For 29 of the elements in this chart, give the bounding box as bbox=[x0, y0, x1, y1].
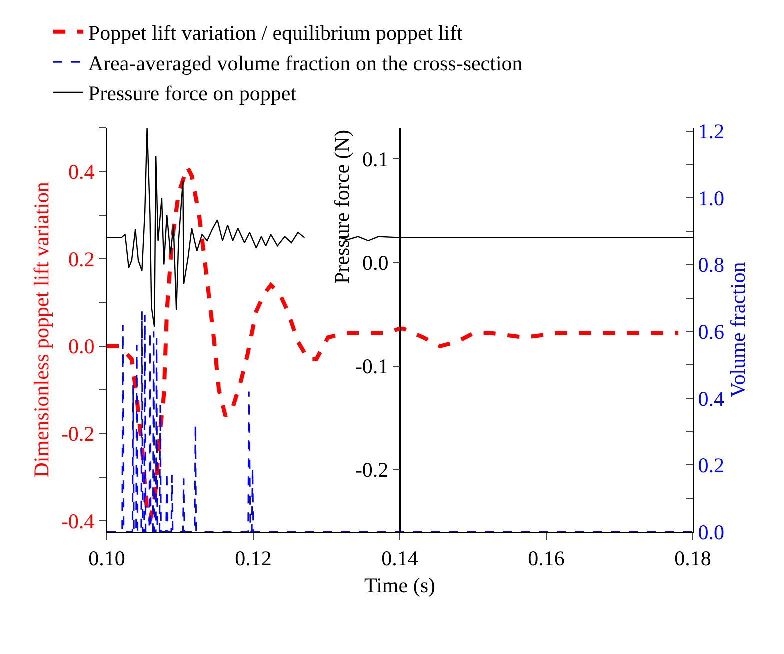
y2-tick-label: 0.6 bbox=[698, 320, 725, 344]
x-axis-title: Time (s) bbox=[364, 574, 436, 598]
y3-tick-label: -0.2 bbox=[355, 458, 389, 482]
y3-tick-label: 0.1 bbox=[362, 147, 389, 172]
line-series bbox=[107, 165, 680, 524]
y2-tick-label: 1.2 bbox=[698, 120, 725, 144]
y2-axis-title: Volume fraction bbox=[726, 262, 750, 398]
y-tick-label: -0.2 bbox=[61, 422, 95, 446]
y2-tick-label: 0.4 bbox=[698, 386, 726, 411]
y-tick-label: 0.0 bbox=[68, 334, 95, 359]
y2-tick-label: 1.0 bbox=[698, 186, 725, 210]
y3-axis-title: Pressure force (N) bbox=[330, 130, 354, 284]
y2-tick-label: 0.2 bbox=[698, 454, 725, 478]
x-tick-label: 0.18 bbox=[674, 546, 712, 570]
y2-tick-label: 0.0 bbox=[698, 520, 725, 544]
y-tick-label: 0.2 bbox=[68, 247, 95, 272]
x-tick-label: 0.12 bbox=[235, 546, 272, 570]
legend-label: Area-averaged volume fraction on the cross-section bbox=[88, 51, 524, 76]
x-tick-label: 0.14 bbox=[382, 546, 419, 570]
y3-tick-label: -0.1 bbox=[355, 354, 389, 379]
y-tick-label: -0.4 bbox=[61, 509, 96, 534]
x-tick-label: 0.10 bbox=[88, 546, 126, 570]
legend-label: Pressure force on poppet bbox=[88, 82, 297, 106]
x-tick-label: 0.16 bbox=[528, 546, 565, 570]
y3-tick-label: 0.0 bbox=[362, 251, 389, 276]
y2-tick-label: 0.8 bbox=[698, 253, 725, 278]
legend-label: Poppet lift variation / equilibrium poppet lift bbox=[88, 21, 464, 46]
y-axis-title: Dimensionless poppet lift variation bbox=[30, 182, 54, 478]
y-tick-label: 0.4 bbox=[68, 160, 96, 184]
